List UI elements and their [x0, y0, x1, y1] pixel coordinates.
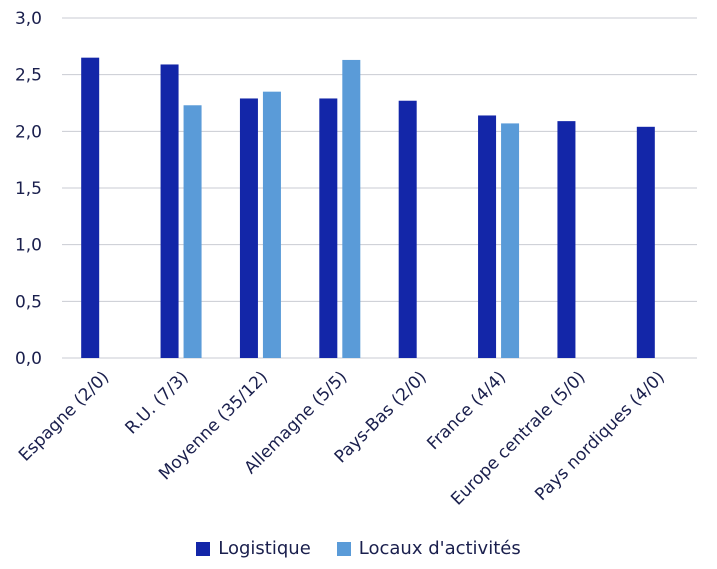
y-axis: 0,0 0,5 1,0 1,5 2,0 2,5 3,0 — [15, 9, 42, 369]
x-tick-label: Espagne (2/0) — [15, 367, 113, 465]
bars — [81, 57, 655, 359]
y-tick-label: 1,0 — [15, 236, 42, 256]
legend-item-locaux: Locaux d'activités — [336, 538, 521, 559]
y-tick-label: 1,5 — [15, 179, 42, 199]
y-tick-label: 2,0 — [15, 122, 42, 142]
bar-logistique — [636, 126, 655, 358]
bar-logistique — [557, 121, 576, 358]
legend-label-locaux: Locaux d'activités — [358, 538, 521, 559]
bar-locaux-activites — [342, 59, 361, 358]
x-tick-label: France (4/4) — [423, 367, 510, 454]
bar-logistique — [81, 57, 100, 359]
legend-label-logistique: Logistique — [218, 538, 311, 559]
y-tick-label: 0,0 — [15, 349, 42, 369]
gridlines — [62, 17, 697, 359]
legend: Logistique Locaux d'activités — [0, 538, 717, 559]
x-tick-label: Europe centrale (5/0) — [447, 367, 589, 509]
bar-locaux-activites — [501, 123, 520, 359]
bar-logistique — [319, 98, 338, 358]
legend-item-logistique: Logistique — [196, 538, 311, 559]
legend-swatch-locaux — [336, 541, 351, 556]
bar-locaux-activites — [262, 91, 281, 359]
bar-logistique — [160, 64, 179, 358]
x-tick-label: R.U. (7/3) — [122, 367, 193, 438]
bar-logistique — [478, 115, 497, 358]
x-axis: Espagne (2/0) R.U. (7/3)Moyenne (35/12)Al… — [15, 367, 669, 509]
bar-logistique — [239, 98, 258, 358]
y-tick-label: 0,5 — [15, 292, 42, 312]
x-tick-label: Pays nordiques (4/0) — [531, 367, 669, 505]
y-tick-label: 2,5 — [15, 66, 42, 86]
bar-locaux-activites — [183, 105, 202, 359]
y-tick-label: 3,0 — [15, 9, 42, 29]
legend-swatch-logistique — [196, 541, 211, 556]
bar-logistique — [398, 100, 417, 358]
